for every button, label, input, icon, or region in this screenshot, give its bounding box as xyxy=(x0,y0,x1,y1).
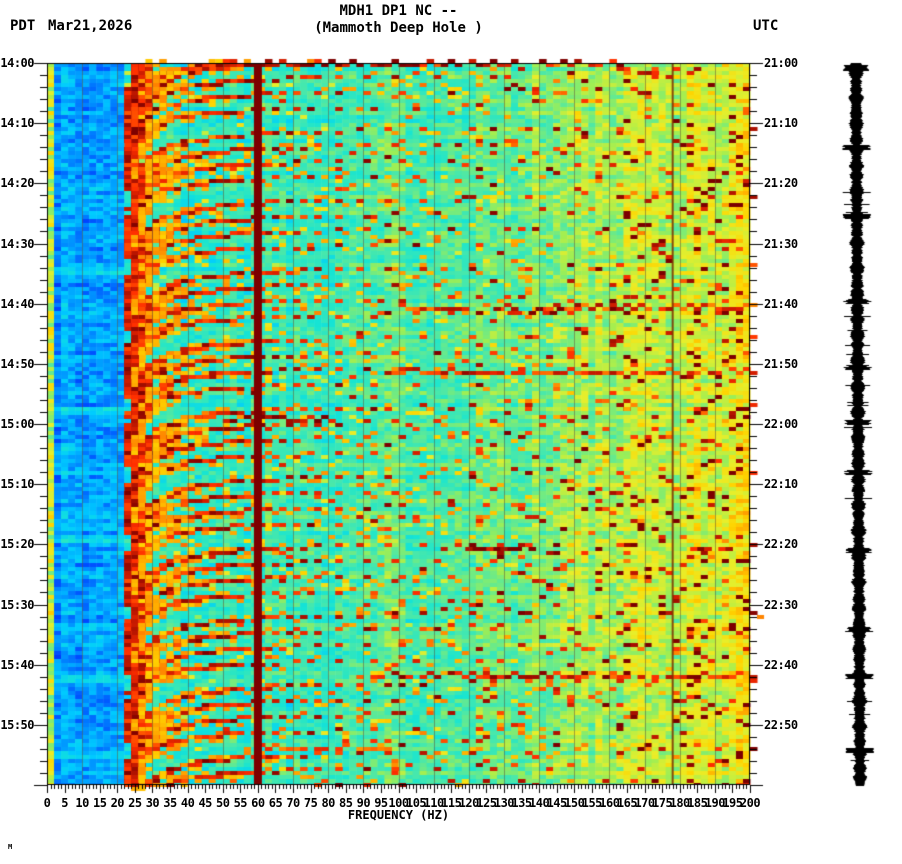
freq-label: 130 xyxy=(493,796,515,810)
freq-label: 70 xyxy=(286,796,300,810)
freq-label: 135 xyxy=(511,796,532,810)
freq-label: 25 xyxy=(128,796,142,810)
time-label-left: 14:20 xyxy=(0,176,34,191)
time-label-right: 21:20 xyxy=(764,176,798,191)
freq-label: 75 xyxy=(303,796,318,810)
freq-label: 160 xyxy=(599,796,620,810)
freq-label: 80 xyxy=(321,796,335,810)
freq-label: 60 xyxy=(251,796,265,810)
time-label-right: 21:30 xyxy=(764,236,798,251)
time-label-left: 14:50 xyxy=(0,356,34,371)
freq-label: 165 xyxy=(616,796,638,810)
time-label-left: 14:40 xyxy=(0,296,34,311)
time-label-left: 14:10 xyxy=(0,116,34,131)
time-label-right: 22:50 xyxy=(764,717,798,732)
time-label-left: 15:30 xyxy=(0,597,34,612)
corner-mark: M xyxy=(8,843,13,851)
time-label-right: 21:40 xyxy=(764,296,798,311)
time-label-left: 15:20 xyxy=(0,537,34,552)
freq-label: 30 xyxy=(145,796,160,810)
freq-label: 185 xyxy=(687,796,708,810)
freq-label: 155 xyxy=(581,796,603,810)
freq-label: 10 xyxy=(75,796,89,810)
date-label: Mar21,2026 xyxy=(48,18,133,34)
freq-label: 180 xyxy=(669,796,691,810)
freq-label: 200 xyxy=(739,796,761,810)
time-label-right: 22:20 xyxy=(764,537,798,552)
freq-label: 110 xyxy=(423,796,445,810)
time-label-left: 15:10 xyxy=(0,477,34,492)
time-label-left: 14:30 xyxy=(0,236,34,251)
freq-label: 35 xyxy=(163,796,177,810)
freq-label: 115 xyxy=(441,796,462,810)
time-label-right: 22:10 xyxy=(764,477,798,492)
freq-label: 40 xyxy=(180,796,195,810)
time-label-left: 14:00 xyxy=(0,56,34,70)
freq-label: 0 xyxy=(43,796,51,810)
freq-label: 50 xyxy=(216,796,230,810)
freq-label: 145 xyxy=(546,796,568,810)
freq-label: 105 xyxy=(405,796,427,810)
freq-label: 55 xyxy=(233,796,248,810)
page-subtitle: (Mammoth Deep Hole ) xyxy=(314,20,483,36)
time-label-right: 21:00 xyxy=(764,56,798,70)
freq-label: 65 xyxy=(268,796,283,810)
freq-label: 15 xyxy=(92,796,107,810)
freq-label: 120 xyxy=(458,796,480,810)
time-label-left: 15:40 xyxy=(0,657,34,672)
freq-label: 45 xyxy=(198,796,212,810)
time-label-right: 21:10 xyxy=(764,116,798,131)
freq-label: 170 xyxy=(634,796,655,810)
timezone-right-label: UTC xyxy=(753,18,779,34)
freq-label: 195 xyxy=(722,796,743,810)
page-title: MDH1 DP1 NC -- xyxy=(339,3,458,19)
freq-label: 175 xyxy=(652,796,673,810)
freq-label: 150 xyxy=(564,796,585,810)
frequency-axis-title: FREQUENCY (HZ) xyxy=(347,808,450,822)
time-label-right: 22:00 xyxy=(764,417,798,431)
freq-label: 100 xyxy=(388,796,409,810)
freq-label: 20 xyxy=(110,796,125,810)
timezone-left-label: PDT xyxy=(10,18,36,34)
time-label-left: 15:00 xyxy=(0,417,34,431)
freq-label: 140 xyxy=(529,796,550,810)
freq-label: 85 xyxy=(339,796,353,810)
freq-label: 190 xyxy=(704,796,726,810)
time-label-right: 22:40 xyxy=(764,657,798,672)
freq-label: 90 xyxy=(356,796,371,810)
time-label-left: 15:50 xyxy=(0,717,34,732)
freq-label: 125 xyxy=(476,796,497,810)
time-label-right: 22:30 xyxy=(764,597,798,612)
freq-label: 5 xyxy=(61,796,68,810)
time-label-right: 21:50 xyxy=(764,356,798,371)
freq-label: 95 xyxy=(374,796,388,810)
